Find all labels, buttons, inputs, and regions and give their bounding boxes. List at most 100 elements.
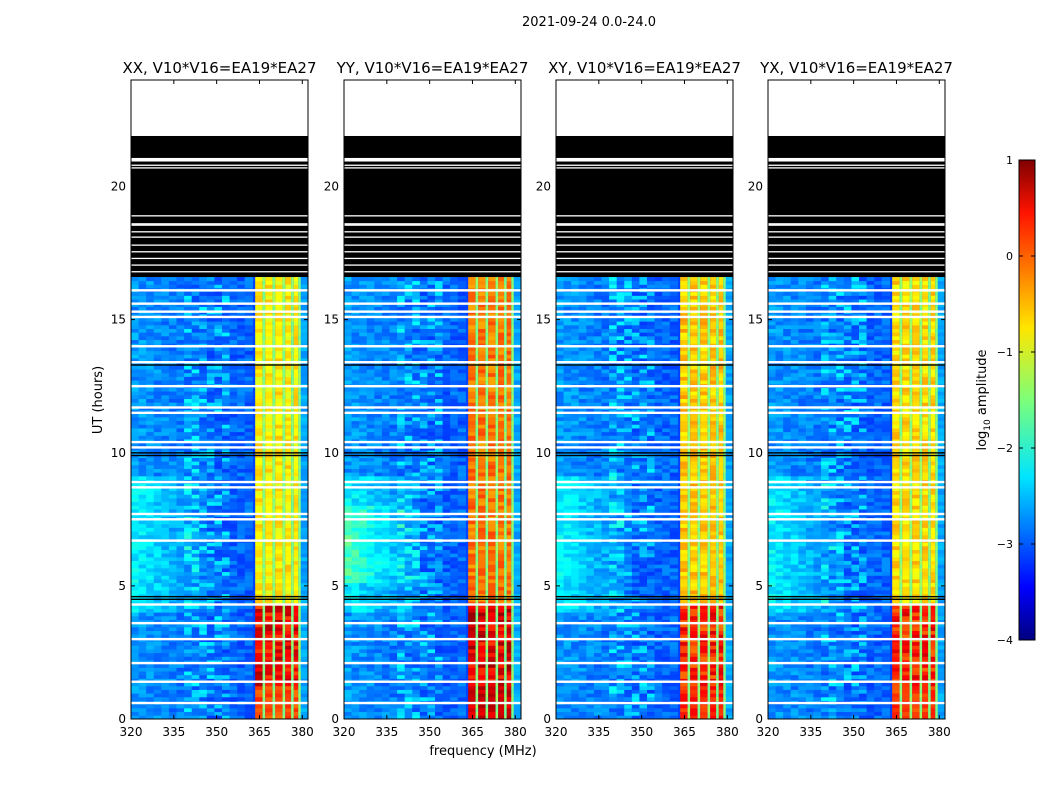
noise-cell [381, 545, 391, 550]
rfi-subband-cell [275, 335, 283, 341]
noise-cell [237, 416, 246, 422]
subband-gap [291, 582, 294, 587]
subband-gap [504, 571, 507, 576]
noise-cell [191, 277, 200, 282]
subband-gap [298, 531, 301, 536]
noise-cell [161, 542, 170, 547]
noise-cell [191, 387, 200, 392]
rfi-subband-cell [255, 520, 263, 525]
noise-cell [442, 707, 451, 713]
subband-gap [262, 284, 266, 289]
subband-gap [475, 490, 479, 495]
noise-cell [146, 531, 155, 536]
rfi-subband-cell [498, 715, 505, 720]
rfi-subband-cell [285, 358, 292, 363]
noise-cell [457, 604, 466, 609]
rfi-subband-cell [265, 461, 273, 466]
band-edge-cell [300, 435, 308, 440]
noise-cell [214, 571, 223, 576]
subband-gap [298, 715, 301, 720]
rfi-subband-cell [478, 582, 486, 587]
noise-cell [206, 428, 216, 433]
noise-cell [199, 328, 208, 333]
noise-cell [450, 619, 459, 624]
noise-cell [184, 674, 193, 679]
subband-gap [485, 667, 489, 672]
noise-cell [412, 601, 421, 606]
subband-gap [495, 593, 499, 598]
noise-cell [412, 575, 421, 580]
subband-gap [475, 593, 479, 598]
subband-gap [262, 693, 266, 698]
noise-cell [176, 369, 185, 374]
noise-cell [161, 630, 170, 635]
subband-gap [291, 542, 294, 547]
noise-cell [221, 553, 231, 558]
noise-cell [168, 299, 178, 304]
band-edge-cell [300, 380, 308, 385]
rfi-subband-cell [468, 509, 476, 514]
noise-cell [131, 542, 140, 547]
noise-cell [229, 663, 238, 668]
noise-cell [457, 567, 466, 573]
noise-cell [168, 369, 178, 374]
noise-cell [161, 693, 170, 698]
noise-cell [450, 608, 459, 613]
subband-gap [282, 402, 286, 407]
rfi-subband-cell [255, 612, 263, 617]
subband-gap [504, 623, 507, 628]
subband-gap [495, 590, 499, 595]
subband-gap [298, 328, 301, 333]
noise-cell [221, 571, 231, 576]
rfi-subband-cell [293, 335, 299, 341]
subband-gap [262, 523, 266, 528]
noise-cell [131, 464, 140, 469]
rfi-subband-cell [255, 354, 263, 359]
noise-cell [442, 715, 451, 720]
noise-cell [184, 553, 193, 558]
rfi-subband-cell [285, 321, 292, 326]
subband-gap [511, 553, 514, 558]
noise-cell [351, 671, 360, 676]
noise-cell [397, 656, 406, 661]
noise-cell [214, 707, 223, 713]
noise-cell [161, 671, 170, 676]
noise-cell [206, 490, 216, 495]
noise-cell [381, 579, 391, 584]
noise-cell [168, 542, 178, 547]
subband-gap [291, 693, 294, 698]
noise-cell [344, 649, 353, 654]
subband-gap [291, 652, 294, 657]
noise-cell [214, 520, 223, 525]
noise-cell [199, 494, 208, 499]
noise-cell [221, 494, 231, 499]
noise-cell [168, 667, 178, 672]
subband-gap [495, 567, 499, 573]
noise-cell [161, 501, 170, 506]
noise-cell [206, 472, 216, 477]
noise-cell [161, 431, 170, 436]
noise-cell [199, 652, 208, 657]
band-edge-cell [300, 671, 308, 676]
subband-gap [262, 615, 266, 620]
rfi-subband-cell [488, 693, 496, 698]
subband-gap [504, 531, 507, 536]
subband-gap [282, 291, 286, 296]
band-edge-cell [300, 553, 308, 558]
rfi-subband-cell [488, 560, 496, 565]
subband-gap [282, 365, 286, 370]
noise-cell [146, 520, 155, 525]
noise-cell [351, 553, 360, 558]
rfi-subband-cell [255, 280, 263, 285]
rfi-subband-cell [293, 685, 299, 690]
noise-cell [168, 556, 178, 562]
noise-cell [206, 553, 216, 558]
rfi-subband-cell [285, 380, 292, 385]
rfi-subband-cell [293, 682, 299, 687]
subband-gap [262, 486, 266, 492]
band-edge-cell [300, 575, 308, 580]
rfi-subband-cell [255, 645, 263, 650]
noise-cell [168, 608, 178, 613]
rfi-subband-cell [488, 564, 496, 569]
noise-cell [184, 391, 193, 396]
